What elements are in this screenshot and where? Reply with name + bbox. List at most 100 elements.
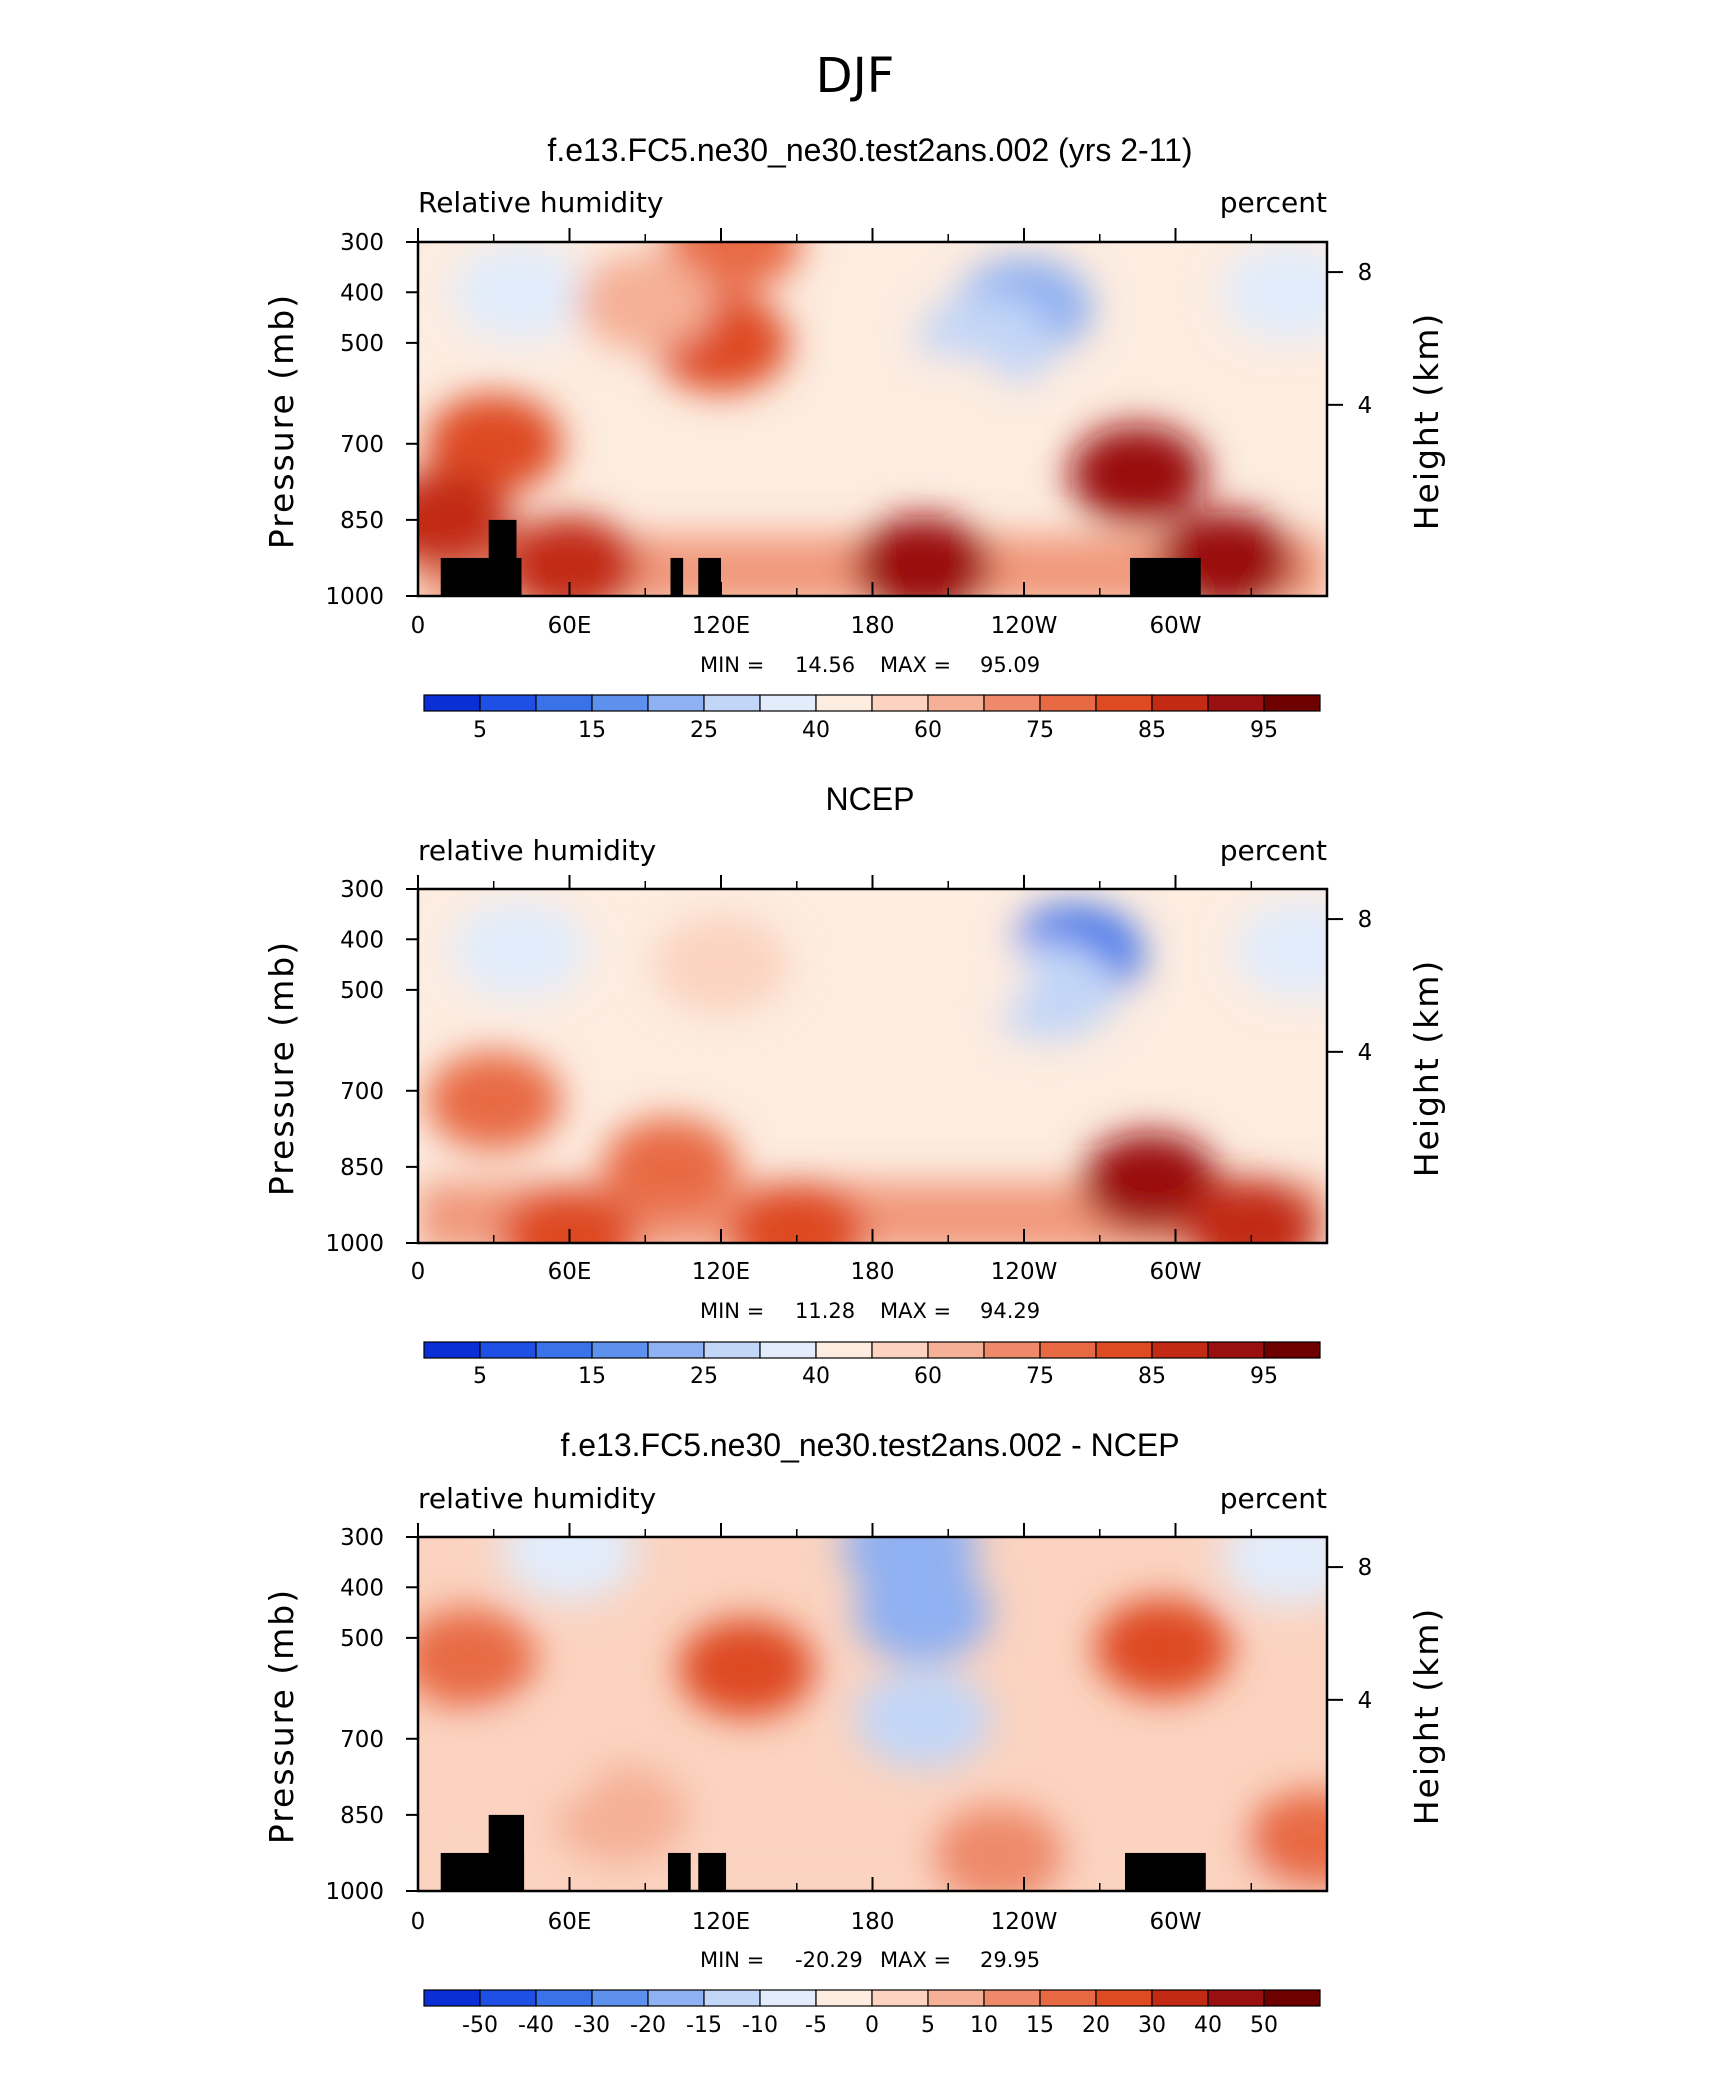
colorbar-swatch [535,1989,593,2007]
contour-region [418,1608,537,1708]
y-tick-label: 300 [340,1525,384,1551]
y-tick-label: 500 [340,331,384,357]
colorbar-swatch [1151,1989,1209,2007]
max-value: 29.95 [980,1948,1040,1972]
colorbar-swatch [423,1989,481,2007]
contour-region [425,394,562,494]
y-tick-label: 400 [340,1575,384,1601]
colorbar-swatch [927,1989,985,2007]
min-value: 14.56 [795,653,855,677]
colorbar-label: 5 [473,1364,487,1389]
colorbar-swatch [1263,694,1321,712]
colorbar-swatch [479,694,537,712]
min-value: 11.28 [795,1299,855,1323]
min-label: MIN = [700,1948,764,1972]
colorbar-label: -20 [630,2013,666,2038]
contour-region [501,1537,638,1602]
colorbar-swatch [1207,694,1265,712]
colorbar-label: -40 [518,2013,554,2038]
contour-region [1233,899,1327,999]
colorbar-label: 30 [1138,2013,1166,2038]
y2-tick-label: 8 [1358,907,1373,933]
contour-region [854,1669,992,1769]
colorbar-swatch [591,694,649,712]
min-label: MIN = [700,653,764,677]
max-label: MAX = [880,653,951,677]
x-tick-label: 60W [1149,613,1201,639]
colorbar-label: -15 [686,2013,722,2038]
colorbar-label: 95 [1250,718,1278,743]
y-tick-label: 1000 [325,1231,384,1257]
colorbar-swatch [927,1341,985,1359]
colorbar-label: 25 [690,1364,718,1389]
contour-region [930,1805,1067,1891]
colorbar-label: -10 [742,2013,778,2038]
colorbar-swatch [815,1341,873,1359]
colorbar-swatch [591,1989,649,2007]
topography-mask [1130,557,1201,596]
contour-region [418,470,512,570]
colorbar-swatch [479,1989,537,2007]
colorbar-swatch [1039,1989,1097,2007]
contour-region [880,353,1017,453]
colorbar-swatch [479,1341,537,1359]
max-label: MAX = [880,1948,951,1972]
colorbar-label: -50 [462,2013,498,2038]
colorbar-swatch [815,694,873,712]
contour-region [450,899,588,999]
contour-region [678,1618,815,1718]
min-value: -20.29 [795,1948,863,1972]
max-value: 94.29 [980,1299,1040,1323]
topography-mask [698,557,721,596]
colorbar-swatch [423,694,481,712]
colorbar-label: 40 [1194,2013,1222,2038]
colorbar-swatch [983,1989,1041,2007]
contour-region [892,925,1030,1025]
y2-tick-label: 8 [1358,260,1373,286]
panel-title: NCEP [826,781,915,817]
colorbar-label: 15 [578,718,606,743]
colorbar-swatch [983,1341,1041,1359]
y-tick-label: 1000 [325,584,384,610]
x-tick-label: 180 [851,1909,895,1935]
colorbar-label: 25 [690,718,718,743]
contour-region [463,1714,600,1814]
variable-label: relative humidity [418,1482,656,1515]
colorbar-label: 0 [865,2013,879,2038]
y-tick-label: 700 [340,432,384,458]
y-tick-label: 500 [340,978,384,1004]
x-tick-label: 180 [851,1259,895,1285]
colorbar-swatch [647,1341,705,1359]
colorbar-swatch [1263,1989,1321,2007]
contour-region [842,1537,979,1597]
max-value: 95.09 [980,653,1040,677]
x-tick-label: 120W [991,1909,1058,1935]
y-tick-label: 1000 [325,1879,384,1905]
colorbar-swatch [927,694,985,712]
contour-region [1069,424,1206,524]
x-tick-label: 60W [1149,1259,1201,1285]
contour-region [1220,1537,1327,1607]
colorbar-swatch [815,1989,873,2007]
panel-title: f.e13.FC5.ne30_ne30.test2ans.002 - NCEP [560,1427,1179,1463]
x-tick-label: 120W [991,1259,1058,1285]
x-tick-label: 120W [991,613,1058,639]
x-tick-label: 60W [1149,1909,1201,1935]
topography-mask [488,519,517,596]
page-title: DJF [816,48,895,104]
colorbar-swatch [1039,694,1097,712]
y2-tick-label: 4 [1358,393,1373,419]
colorbar-swatch [1095,694,1153,712]
colorbar-swatch [703,1989,761,2007]
colorbar-swatch [535,1341,593,1359]
colorbar-label: 5 [921,2013,935,2038]
x-tick-label: 60E [548,613,592,639]
colorbar-swatch [871,694,929,712]
contour-region [652,915,790,1015]
units-label: percent [1220,834,1327,867]
colorbar-label: 95 [1250,1364,1278,1389]
y2-axis-title: Height (km) [1407,1607,1446,1826]
y-tick-label: 400 [340,280,384,306]
contour-field [418,242,1327,596]
y-axis-title: Pressure (mb) [262,293,301,549]
